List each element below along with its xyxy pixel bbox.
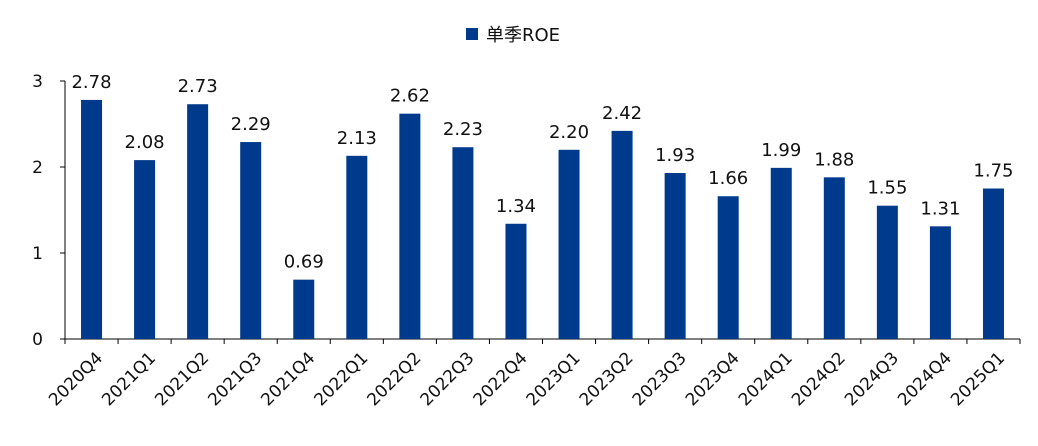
bar (505, 223, 527, 339)
bar (134, 160, 156, 339)
x-tick-label: 2021Q3 (204, 348, 266, 410)
data-label: 2.08 (125, 132, 165, 153)
x-tick-label: 2022Q4 (470, 348, 532, 410)
data-label: 1.34 (496, 196, 536, 217)
bar (81, 99, 103, 339)
data-label: 2.73 (178, 76, 218, 97)
data-label: 1.88 (814, 149, 854, 170)
x-tick-label: 2021Q2 (151, 348, 213, 410)
x-axis: 2020Q42021Q12021Q22021Q32021Q42022Q12022… (45, 338, 1021, 410)
x-tick-label: 2024Q4 (894, 348, 956, 410)
legend: 单季ROE (466, 25, 560, 46)
x-tick-label: 2022Q1 (310, 348, 372, 410)
y-tick-label: 1 (32, 244, 43, 264)
data-label: 2.13 (337, 128, 377, 149)
x-tick-label: 2024Q3 (841, 348, 903, 410)
bar (558, 149, 580, 339)
x-tick-label: 2025Q1 (947, 348, 1009, 410)
bar (770, 167, 792, 339)
data-label: 0.69 (284, 252, 324, 273)
y-axis: 0 1 2 3 (32, 72, 66, 350)
bar (399, 113, 421, 340)
bar (187, 104, 209, 339)
data-label: 1.55 (867, 178, 907, 199)
data-label: 1.93 (655, 145, 695, 166)
x-tick-label: 2023Q4 (682, 348, 744, 410)
bar (823, 177, 845, 339)
bar (982, 188, 1004, 339)
bar (293, 279, 315, 339)
legend-swatch (466, 28, 478, 40)
data-label: 1.66 (708, 168, 748, 189)
x-tick-label: 2023Q1 (523, 348, 585, 410)
y-tick-label: 3 (32, 72, 43, 92)
data-label: 2.20 (549, 122, 589, 143)
legend-label: 单季ROE (486, 25, 560, 46)
x-tick-label: 2020Q4 (45, 348, 107, 410)
data-label: 1.99 (761, 140, 801, 161)
bar (611, 130, 633, 339)
data-label: 2.29 (231, 114, 271, 135)
bar (452, 147, 474, 339)
data-label: 2.78 (71, 72, 111, 93)
data-label: 1.31 (920, 198, 960, 219)
bar (929, 226, 951, 339)
data-label: 2.23 (443, 119, 483, 140)
x-tick-label: 2023Q3 (629, 348, 691, 410)
bar (664, 173, 686, 339)
x-tick-label: 2022Q2 (364, 348, 426, 410)
x-tick-label: 2021Q1 (98, 348, 160, 410)
data-label: 2.42 (602, 103, 642, 124)
x-tick-label: 2023Q2 (576, 348, 638, 410)
bars (81, 99, 1004, 340)
bar (876, 205, 898, 339)
y-tick-label: 2 (32, 158, 43, 178)
x-tick-label: 2022Q3 (417, 348, 479, 410)
bar (346, 155, 368, 339)
bar (717, 196, 739, 339)
data-label: 1.75 (973, 161, 1013, 182)
x-tick-label: 2024Q2 (788, 348, 850, 410)
data-label: 2.62 (390, 86, 430, 107)
x-tick-label: 2021Q4 (257, 348, 319, 410)
x-tick-label: 2024Q1 (735, 348, 797, 410)
bar (240, 142, 262, 339)
y-tick-label: 0 (32, 330, 43, 350)
data-labels: 2.78 2.08 2.73 2.29 0.69 2.13 2.62 2.23 1.34 2.20… (71, 72, 1013, 273)
